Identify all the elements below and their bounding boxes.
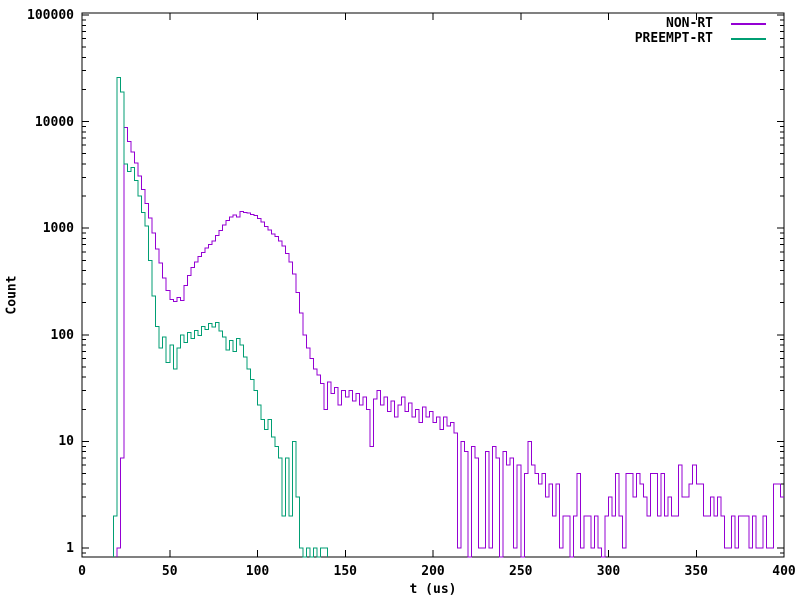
x-tick-label: 50 — [161, 564, 178, 579]
legend-label-non-rt: NON-RT — [666, 16, 713, 31]
x-tick-label: 150 — [333, 564, 357, 579]
y-axis-title: Count — [4, 275, 20, 315]
x-axis-title: t (us) — [409, 582, 457, 597]
y-tick-label: 100000 — [27, 8, 74, 23]
x-tick-label: 300 — [596, 564, 621, 579]
y-tick-label: 1000 — [42, 221, 74, 237]
x-tick-label: 350 — [684, 564, 708, 579]
y-tick-label: 10 — [58, 434, 74, 450]
x-tick-label: 0 — [78, 564, 86, 579]
x-tick-label: 200 — [421, 564, 445, 579]
y-tick-label: 10000 — [34, 114, 74, 130]
legend-label-preempt-rt: PREEMPT-RT — [634, 31, 713, 46]
legend-item-preempt-rt: PREEMPT-RT — [635, 31, 766, 46]
y-tick-label: 1 — [66, 541, 74, 556]
legend: NON-RT PREEMPT-RT — [635, 16, 766, 46]
legend-item-non-rt: NON-RT — [635, 16, 766, 31]
x-tick-label: 400 — [772, 564, 796, 579]
legend-line-sample-preempt-rt — [731, 37, 766, 40]
x-tick-label: 100 — [245, 564, 270, 579]
series-line-non-rt — [116, 127, 784, 558]
x-tick-label: 250 — [509, 564, 533, 579]
y-tick-label: 100 — [50, 327, 74, 343]
legend-line-sample-non-rt — [731, 22, 766, 25]
series-line-preempt-rt — [113, 76, 329, 558]
